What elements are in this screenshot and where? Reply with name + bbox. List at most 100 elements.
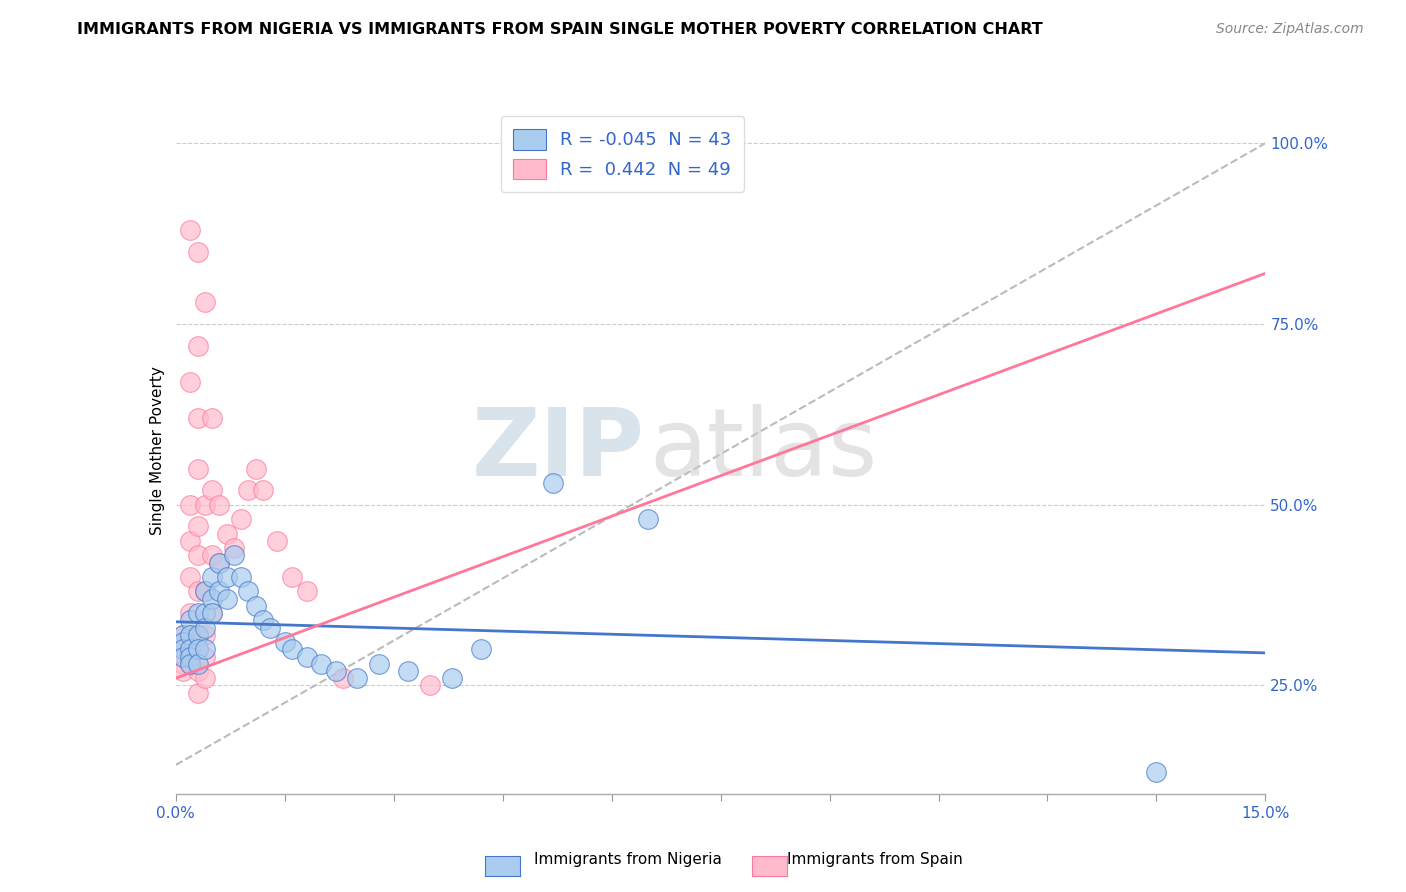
Point (259, 621, 281, 635)
Point (201, 591, 224, 606)
Point (186, 549, 209, 563)
Point (172, 628, 194, 642)
Text: Immigrants from Spain: Immigrants from Spain (787, 852, 963, 867)
Text: Immigrants from Nigeria: Immigrants from Nigeria (534, 852, 723, 867)
Text: Source: ZipAtlas.com: Source: ZipAtlas.com (1216, 22, 1364, 37)
Point (201, 411, 224, 425)
Point (186, 628, 209, 642)
Point (201, 606, 224, 620)
Point (309, 657, 332, 671)
Point (368, 657, 391, 671)
Point (186, 657, 209, 671)
Point (346, 671, 368, 685)
Point (215, 591, 238, 606)
Point (194, 671, 217, 685)
Point (186, 584, 209, 599)
Point (231, 570, 253, 584)
Point (186, 461, 209, 475)
Point (186, 642, 209, 657)
Point (332, 671, 354, 685)
Text: ZIP: ZIP (471, 404, 644, 497)
Point (440, 671, 463, 685)
Point (179, 375, 201, 389)
Text: atlas: atlas (650, 404, 877, 497)
Point (208, 556, 231, 570)
Point (281, 570, 304, 584)
Point (208, 556, 231, 570)
Point (179, 628, 201, 642)
Point (186, 606, 209, 620)
Point (231, 512, 253, 526)
Point (194, 295, 217, 310)
Point (179, 649, 201, 664)
Point (186, 664, 209, 678)
Point (274, 635, 297, 649)
Point (215, 526, 238, 541)
Point (179, 628, 201, 642)
Point (172, 664, 194, 678)
Point (194, 584, 217, 599)
Point (179, 613, 201, 627)
Point (325, 664, 347, 678)
Point (201, 483, 224, 498)
Point (179, 223, 201, 237)
Point (215, 570, 238, 584)
Point (186, 628, 209, 642)
Point (179, 570, 201, 584)
Y-axis label: Single Mother Poverty: Single Mother Poverty (149, 366, 165, 535)
Point (172, 649, 194, 664)
Point (172, 657, 194, 671)
Point (637, 512, 659, 526)
Point (172, 635, 194, 649)
Point (172, 649, 194, 664)
Point (201, 549, 224, 563)
Point (208, 498, 231, 512)
Point (179, 657, 201, 671)
Point (1146, 765, 1168, 780)
Point (201, 570, 224, 584)
Point (222, 549, 245, 563)
Point (201, 606, 224, 620)
Point (194, 649, 217, 664)
Point (179, 498, 201, 512)
Point (222, 541, 245, 555)
Point (186, 338, 209, 352)
Point (172, 635, 194, 649)
Point (179, 533, 201, 548)
Point (543, 475, 565, 490)
Point (295, 649, 318, 664)
Point (179, 657, 201, 671)
Point (194, 606, 217, 620)
Point (194, 621, 217, 635)
Point (281, 642, 304, 657)
Point (245, 461, 267, 475)
Point (245, 599, 267, 613)
Point (252, 613, 274, 627)
Point (419, 678, 441, 692)
Point (172, 642, 194, 657)
Point (396, 664, 419, 678)
Point (179, 649, 201, 664)
Point (172, 642, 194, 657)
Legend: R = -0.045  N = 43, R =  0.442  N = 49: R = -0.045 N = 43, R = 0.442 N = 49 (501, 116, 744, 192)
Point (179, 642, 201, 657)
Point (194, 498, 217, 512)
Point (238, 483, 260, 498)
Point (238, 584, 260, 599)
Point (186, 686, 209, 700)
Point (179, 606, 201, 620)
Point (208, 584, 231, 599)
Point (295, 584, 318, 599)
Point (252, 483, 274, 498)
Point (470, 642, 492, 657)
Point (194, 628, 217, 642)
Point (186, 519, 209, 533)
Point (194, 642, 217, 657)
Point (266, 533, 288, 548)
Point (186, 244, 209, 259)
Point (194, 584, 217, 599)
Point (186, 642, 209, 657)
Point (172, 628, 194, 642)
Point (186, 411, 209, 425)
Text: IMMIGRANTS FROM NIGERIA VS IMMIGRANTS FROM SPAIN SINGLE MOTHER POVERTY CORRELATI: IMMIGRANTS FROM NIGERIA VS IMMIGRANTS FR… (77, 22, 1043, 37)
